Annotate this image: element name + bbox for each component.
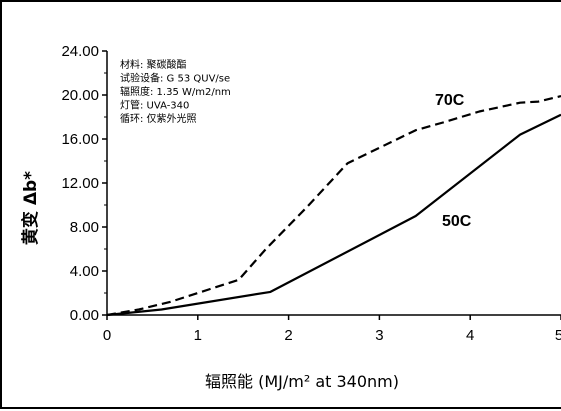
y-tick-label: 24.00 xyxy=(61,43,99,60)
y-tick-label: 16.00 xyxy=(61,131,99,148)
series-line-70c xyxy=(106,95,561,317)
y-tick-label: 4.00 xyxy=(70,263,99,280)
y-tick-label: 0.00 xyxy=(70,307,99,324)
x-tick-label: 2 xyxy=(284,327,292,344)
annotation-line: 试验设备: G 53 QUV/se xyxy=(120,72,230,85)
annotation-line: 灯管: UVA-340 xyxy=(120,99,189,112)
x-axis-title: 辐照能 (MJ/m² at 340nm) xyxy=(205,372,399,391)
y-axis-title: 黄变 Δb* xyxy=(20,171,41,245)
annotation-line: 循环: 仅紫外光照 xyxy=(120,112,197,125)
series-line-50c xyxy=(106,113,561,317)
x-tick-label: 5 xyxy=(555,327,561,344)
y-tick-label: 12.00 xyxy=(61,175,99,192)
x-axis: 0 1 2 3 4 5 xyxy=(103,314,561,344)
annotation-line: 材料: 聚碳酸酯 xyxy=(120,58,187,71)
annotation-line: 辐照度: 1.35 W/m2/nm xyxy=(120,85,231,98)
x-axis-title-text: 辐照能 (MJ/m² at 340nm) xyxy=(205,372,399,391)
y-tick-label: 8.00 xyxy=(70,219,99,236)
x-tick-label: 0 xyxy=(103,327,111,344)
x-tick-label: 3 xyxy=(375,327,383,344)
y-ticks: 0.00 4.00 8.00 12.00 16.00 20.00 24.00 xyxy=(61,43,107,324)
y-axis: 0.00 4.00 8.00 12.00 16.00 20.00 24.00 xyxy=(61,43,108,324)
x-tick-label: 4 xyxy=(466,327,474,344)
series-label-70c: 70C xyxy=(435,92,465,109)
series-layer xyxy=(106,95,561,317)
x-tick-label: 1 xyxy=(194,327,202,344)
y-tick-label: 20.00 xyxy=(61,87,99,104)
x-ticks: 0 1 2 3 4 5 xyxy=(103,315,561,344)
series-label-50c: 50C xyxy=(442,213,472,230)
